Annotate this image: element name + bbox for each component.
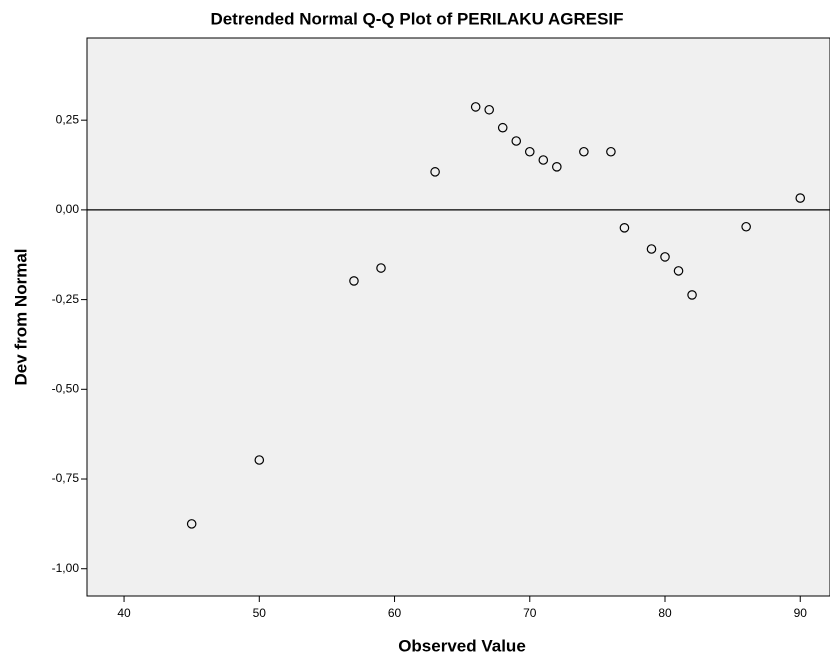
point xyxy=(538,155,549,165)
y-tick-label: -0,25 xyxy=(52,292,80,306)
point xyxy=(579,146,589,157)
chart-title: Detrended Normal Q-Q Plot of PERILAKU AG… xyxy=(210,9,623,28)
point xyxy=(646,244,657,254)
y-tick-label: 0,00 xyxy=(56,202,80,216)
y-tick-label: -0,75 xyxy=(52,471,80,485)
point xyxy=(254,455,265,465)
x-tick-label: 50 xyxy=(253,606,267,620)
point xyxy=(497,122,508,133)
x-tick-label: 40 xyxy=(117,606,131,620)
plot-area xyxy=(86,37,830,597)
point xyxy=(484,104,494,115)
x-tick-label: 90 xyxy=(794,606,808,620)
point xyxy=(524,146,535,157)
y-axis-label: Dev from Normal xyxy=(11,249,30,386)
point xyxy=(795,193,806,203)
point xyxy=(511,136,522,146)
point xyxy=(186,519,197,529)
point xyxy=(687,290,697,300)
y-tick-label: -0,50 xyxy=(52,381,80,395)
point xyxy=(430,167,440,177)
point xyxy=(376,263,386,273)
point xyxy=(741,221,751,232)
x-tick-label: 60 xyxy=(388,606,402,620)
y-tick-label: -1,00 xyxy=(52,561,80,575)
point xyxy=(552,162,562,172)
point xyxy=(660,252,670,262)
point xyxy=(470,102,481,112)
x-tick-label: 80 xyxy=(658,606,672,620)
point xyxy=(606,146,616,157)
point xyxy=(349,276,359,286)
point xyxy=(619,223,630,233)
point xyxy=(673,266,684,276)
x-axis-label: Observed Value xyxy=(398,636,526,655)
x-tick-label: 70 xyxy=(523,606,537,620)
y-tick-label: 0,25 xyxy=(56,112,80,126)
